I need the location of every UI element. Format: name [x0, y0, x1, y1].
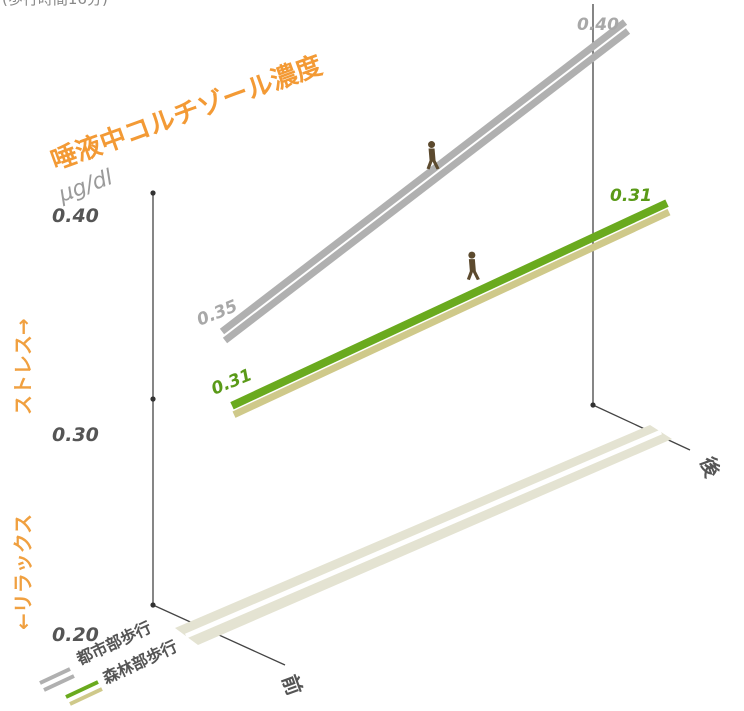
x-category-label: 後	[695, 454, 725, 482]
stress-axis-label: ストレス→	[11, 318, 35, 415]
walking-person-icon	[426, 141, 440, 170]
walking-time-note: (歩行時間16分)	[2, 0, 108, 8]
data-label: 0.40	[577, 15, 619, 35]
chart-title: 唾液中コルチゾール濃度	[47, 50, 326, 177]
walking-person-icon	[466, 251, 480, 281]
x-category-label: 前	[277, 672, 306, 699]
series-city: 0.350.40	[194, 15, 631, 344]
y-tick-label: 0.30	[52, 424, 99, 446]
series-line	[230, 199, 669, 410]
series-line	[219, 19, 628, 335]
series-line-shadow	[222, 28, 631, 344]
y-tick-label: 0.20	[52, 624, 99, 646]
floor-band	[175, 425, 672, 645]
series-line-shadow	[232, 208, 671, 418]
series-layer: 0.350.400.310.31	[194, 15, 671, 418]
data-label: 0.31	[610, 186, 652, 206]
relax-axis-label: ←リラックス	[11, 514, 35, 630]
y-tick-label: 0.40	[52, 205, 99, 227]
series-forest: 0.310.31	[209, 186, 671, 418]
